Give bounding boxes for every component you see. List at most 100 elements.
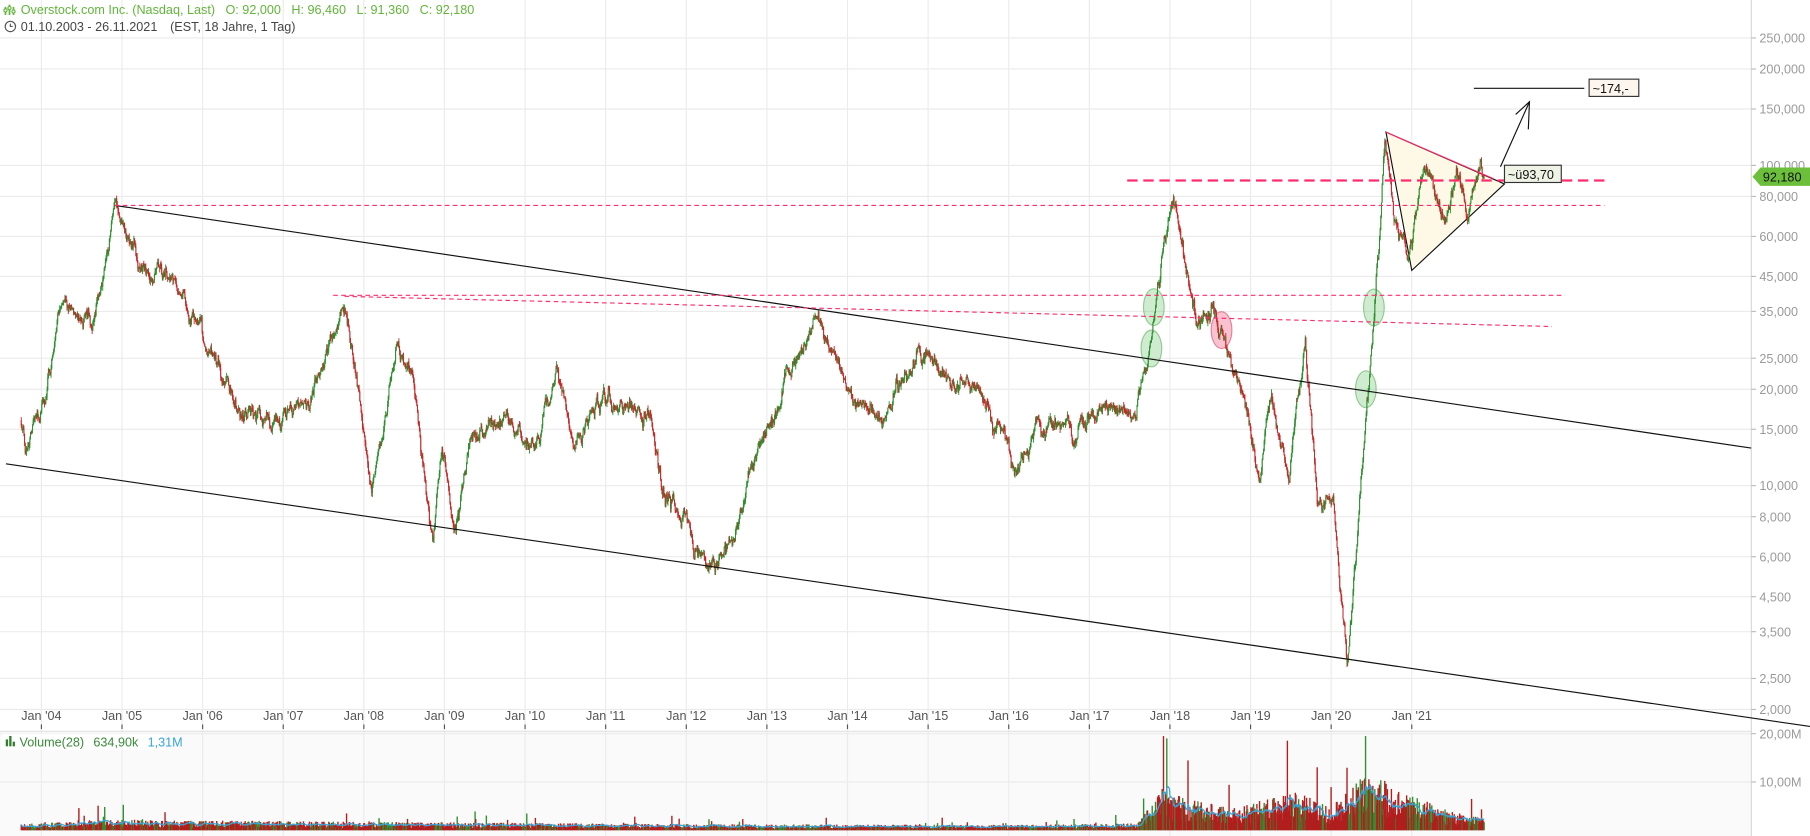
candle-body	[596, 393, 598, 398]
volume-bar	[1466, 817, 1468, 831]
candle-body	[575, 441, 577, 443]
candle	[546, 396, 548, 402]
candle-body	[465, 470, 467, 475]
annotations-back[interactable]	[1140, 131, 1506, 409]
volume-bar	[224, 822, 227, 831]
candle-body	[557, 368, 559, 370]
green-ellipse-marker[interactable]	[1140, 329, 1163, 368]
candle	[266, 411, 268, 416]
candle	[85, 310, 87, 320]
candle-body	[523, 441, 525, 445]
candle-body	[138, 267, 140, 270]
candle	[327, 348, 329, 353]
candle	[86, 309, 89, 320]
candle	[21, 423, 23, 431]
candle-body	[578, 433, 580, 436]
candle-body	[283, 410, 285, 414]
candle	[295, 400, 297, 409]
candle	[261, 417, 263, 422]
candle-body	[58, 311, 60, 313]
candle	[108, 238, 110, 252]
volume-bar	[848, 826, 851, 831]
candle-body	[393, 362, 395, 367]
candle	[549, 401, 551, 406]
candle	[562, 390, 564, 393]
candle-body	[602, 393, 604, 398]
candle-body	[387, 396, 389, 405]
candle-body	[419, 429, 421, 438]
candle	[310, 395, 312, 406]
candle-body	[467, 446, 469, 455]
candle-body	[88, 315, 91, 317]
candle-body	[536, 435, 538, 439]
candle	[320, 368, 322, 376]
candle-body	[278, 418, 280, 422]
candle-body	[435, 506, 437, 518]
candle	[118, 212, 120, 219]
candle-body	[183, 292, 185, 293]
volume-bar	[308, 821, 311, 831]
candle	[181, 292, 183, 300]
candle	[560, 383, 562, 387]
candle	[239, 407, 241, 421]
candle-body	[597, 393, 599, 403]
candle	[575, 440, 577, 445]
candle-body	[549, 402, 551, 405]
candle	[69, 303, 71, 309]
green-ellipse-marker[interactable]	[1354, 370, 1377, 409]
volume-bar	[614, 825, 616, 831]
candle-body	[292, 414, 294, 416]
candle	[460, 490, 462, 502]
y-axis[interactable]: 250,000200,000150,000100,00080,00060,000…	[1751, 32, 1805, 790]
candle	[323, 364, 325, 369]
candle-body	[585, 419, 587, 425]
candle	[32, 417, 34, 426]
candle	[318, 372, 320, 376]
candle-body	[52, 354, 54, 357]
volume-bar	[887, 825, 890, 831]
candle	[132, 241, 134, 250]
candle	[233, 399, 235, 407]
candle	[68, 304, 70, 313]
volume-bar	[909, 824, 912, 831]
candle-body	[210, 347, 212, 352]
candle-body	[285, 416, 287, 418]
candle	[398, 338, 400, 349]
candle-body	[407, 361, 409, 371]
volume-bar	[1030, 825, 1033, 831]
volume-bar	[635, 822, 637, 831]
candle	[345, 310, 347, 315]
candle-body	[336, 330, 338, 331]
candle-body	[185, 298, 187, 305]
candle-body	[366, 454, 368, 456]
candle-body	[559, 380, 561, 382]
volume-bar	[145, 820, 147, 831]
candle	[312, 389, 314, 396]
candle-body	[563, 389, 565, 398]
candle-body	[598, 404, 600, 408]
candle	[350, 342, 352, 349]
candle-body	[230, 391, 232, 393]
triangle-pattern[interactable]	[1385, 131, 1506, 272]
candle-body	[365, 448, 367, 455]
candle	[495, 424, 497, 431]
candle-body	[103, 270, 105, 276]
candle	[175, 276, 177, 284]
candle	[564, 396, 566, 399]
candle	[70, 304, 72, 311]
candle	[566, 410, 568, 419]
volume-bar	[838, 826, 840, 831]
candle-body	[267, 414, 269, 418]
candle	[322, 362, 324, 371]
volume-bar	[78, 808, 80, 831]
candle-body	[312, 390, 314, 395]
volume-bar	[956, 825, 958, 831]
candle	[308, 401, 310, 412]
candle-body	[276, 418, 278, 421]
candle-body	[289, 409, 291, 410]
candle-body	[326, 348, 328, 353]
candle-body	[414, 395, 416, 397]
candle	[379, 441, 381, 449]
candle	[202, 336, 204, 343]
